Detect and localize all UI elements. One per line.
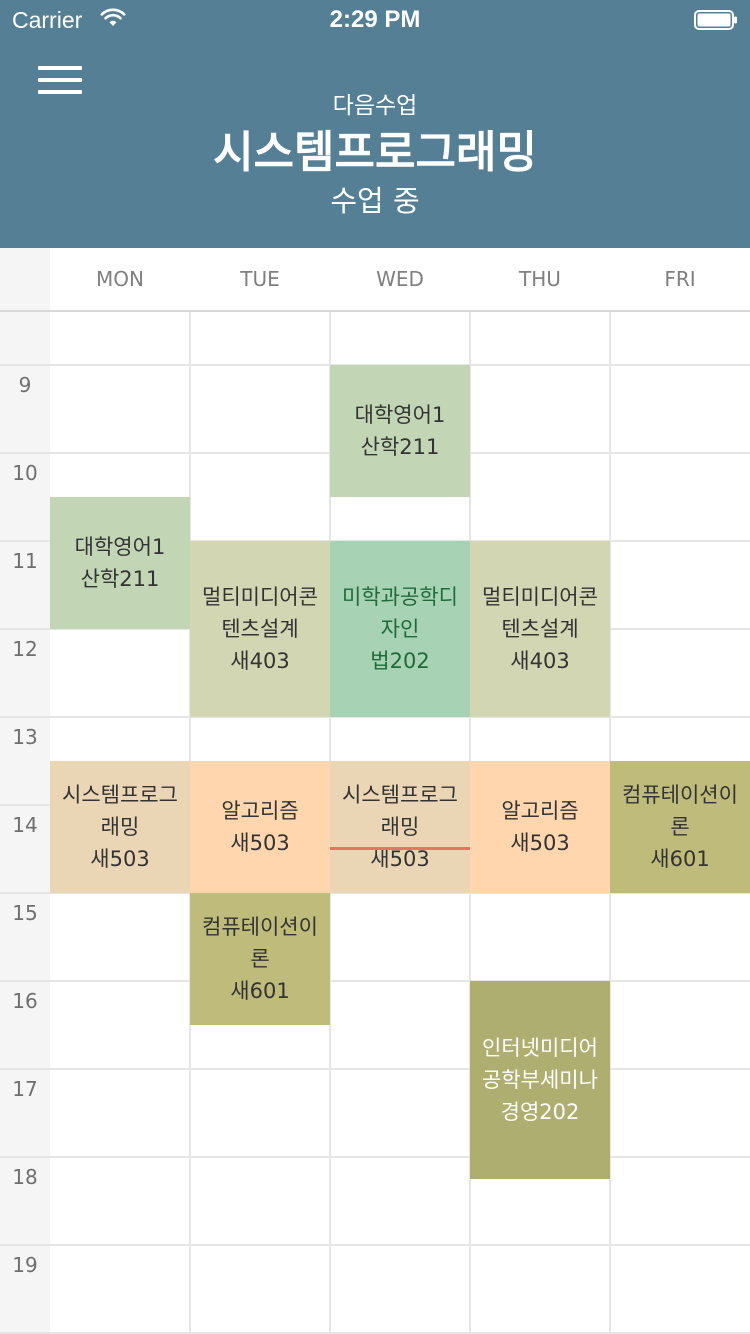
next-class-label: 다음수업: [332, 93, 418, 119]
hour-gridline: [0, 716, 750, 718]
hour-gridline: [0, 892, 750, 894]
class-name: 시스템프로그래밍: [342, 783, 458, 839]
time-column: [0, 312, 50, 1334]
class-room: 경영202: [500, 1100, 580, 1124]
hour-gridline: [0, 1068, 750, 1070]
class-name: 멀티미디어콘텐츠설계: [202, 585, 318, 641]
carrier-label: Carrier: [12, 7, 83, 33]
wifi-icon: [100, 8, 126, 26]
class-room: 새503: [230, 831, 290, 855]
day-label-wed: WED: [376, 267, 424, 291]
hour-label: 18: [12, 1165, 38, 1189]
day-label-fri: FRI: [664, 267, 696, 291]
class-room: 새503: [370, 847, 430, 871]
day-label-thu: THU: [519, 267, 561, 291]
hour-gridline: [0, 1156, 750, 1158]
class-status: 수업 중: [330, 184, 420, 218]
hour-label: 12: [12, 637, 38, 661]
class-block[interactable]: 대학영어1 산학211: [330, 365, 470, 497]
class-name: 미학과공학디자인: [342, 585, 458, 641]
hour-label: 17: [12, 1077, 38, 1101]
class-name: 시스템프로그래밍: [62, 783, 178, 839]
status-bar: Carrier 2:29 PM: [0, 0, 750, 40]
hour-gridline: [0, 980, 750, 982]
hour-label: 19: [12, 1253, 38, 1277]
class-room: 새503: [90, 847, 150, 871]
class-block[interactable]: 대학영어1 산학211: [50, 497, 190, 629]
class-name: 알고리즘: [221, 799, 299, 823]
class-room: 법202: [370, 649, 430, 673]
current-time-indicator: [330, 846, 470, 850]
hour-label: 13: [12, 725, 38, 749]
hour-label: 14: [12, 813, 38, 837]
class-name: 알고리즘: [501, 799, 579, 823]
class-room: 새601: [230, 979, 290, 1003]
class-name: 인터넷미디어공학부세미나: [482, 1036, 598, 1092]
timetable-grid: 9 10 11 12 13 14 15 16 17 18 19 대학영어1 산학211 대학영어1 산학2…: [0, 312, 750, 1334]
class-room: 산학211: [80, 567, 160, 591]
status-time: 2:29 PM: [329, 6, 421, 33]
class-name: 대학영어1: [354, 403, 446, 427]
class-name: 대학영어1: [74, 535, 166, 559]
class-room: 새601: [650, 847, 710, 871]
day-label-tue: TUE: [240, 267, 280, 291]
class-room: 새503: [510, 831, 570, 855]
hour-label: 9: [18, 373, 32, 397]
hour-label: 10: [12, 461, 38, 485]
header-corner: [0, 248, 50, 310]
class-name: 컴퓨테이션이론: [202, 915, 318, 971]
hour-gridline: [0, 1244, 750, 1246]
next-class-title: 시스템프로그래밍: [213, 127, 537, 178]
hamburger-menu-icon[interactable]: [38, 66, 82, 98]
battery-icon: [694, 10, 737, 30]
hour-label: 15: [12, 901, 38, 925]
weekday-header: MON TUE WED THU FRI: [0, 248, 750, 312]
header-bar: Carrier 2:29 PM 다음수업 시스템프로그래밍 수업 중: [0, 0, 750, 248]
class-room: 산학211: [360, 435, 440, 459]
hour-label: 11: [12, 549, 38, 573]
class-room: 새403: [230, 649, 290, 673]
hour-label: 16: [12, 989, 38, 1013]
class-name: 컴퓨테이션이론: [622, 783, 738, 839]
day-label-mon: MON: [96, 267, 144, 291]
class-name: 멀티미디어콘텐츠설계: [482, 585, 598, 641]
hour-gridline: [0, 1332, 750, 1334]
class-room: 새403: [510, 649, 570, 673]
